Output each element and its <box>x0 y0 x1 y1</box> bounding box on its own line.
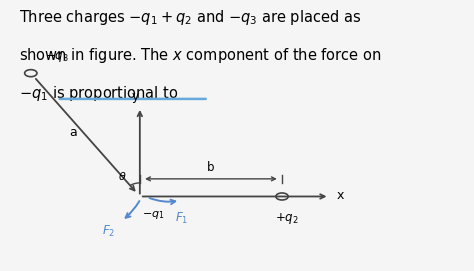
Text: $-q_1$ is proportional to: $-q_1$ is proportional to <box>19 84 179 103</box>
Text: x: x <box>337 189 344 202</box>
Text: $\theta$: $\theta$ <box>118 170 126 182</box>
Text: b: b <box>207 161 215 174</box>
Text: Three charges $-q_1 + q_2$ and $-q_3$ are placed as: Three charges $-q_1 + q_2$ and $-q_3$ ar… <box>19 8 361 27</box>
Text: a: a <box>70 126 77 138</box>
Text: $+q_2$: $+q_2$ <box>275 211 299 226</box>
Text: y: y <box>131 90 139 103</box>
Text: $F_1$: $F_1$ <box>175 211 188 227</box>
Text: $-q_3$: $-q_3$ <box>45 50 69 64</box>
Text: shown in figure. The $x$ component of the force on: shown in figure. The $x$ component of th… <box>19 46 382 65</box>
Text: $F_2$: $F_2$ <box>102 224 116 239</box>
Text: $-q_1$: $-q_1$ <box>142 209 165 221</box>
